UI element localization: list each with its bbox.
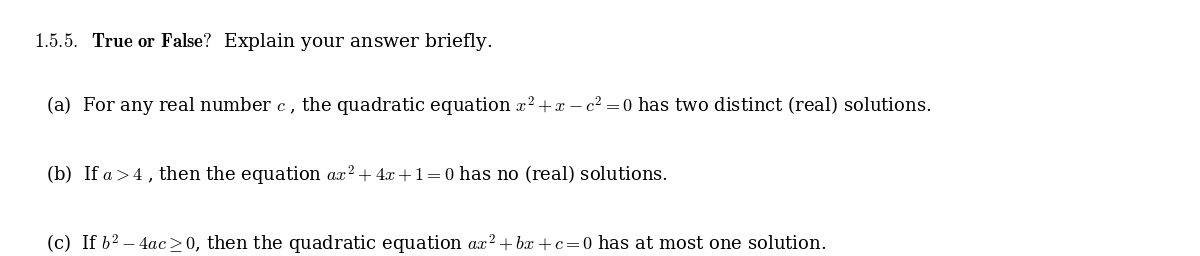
- Text: (c)  If $b^2 - 4ac \geq 0$, then the quadratic equation $ax^2 + bx + c = 0$ has : (c) If $b^2 - 4ac \geq 0$, then the quad…: [46, 233, 826, 256]
- Text: $\mathbf{1.5.5.\ \ True\ or\ False?}$  Explain your answer briefly.: $\mathbf{1.5.5.\ \ True\ or\ False?}$ Ex…: [34, 31, 492, 53]
- Text: (a)  For any real number $c$ , the quadratic equation $x^2 + x - c^2 = 0$ has tw: (a) For any real number $c$ , the quadra…: [46, 95, 931, 119]
- Text: (b)  If $a > 4$ , then the equation $ax^2 + 4x + 1 = 0$ has no (real) solutions.: (b) If $a > 4$ , then the equation $ax^2…: [46, 164, 667, 188]
